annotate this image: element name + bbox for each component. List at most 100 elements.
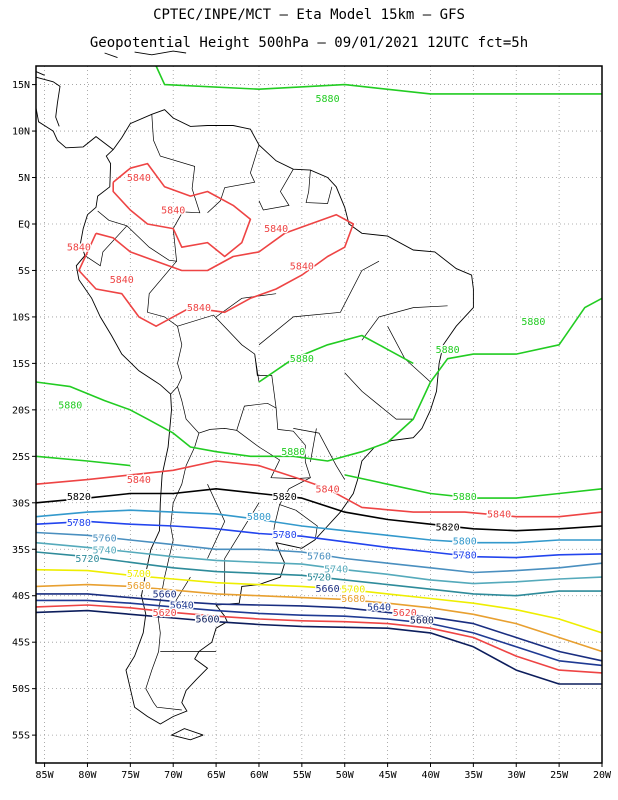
contour-label: 5740 bbox=[324, 564, 348, 575]
contour-label: 5760 bbox=[93, 534, 117, 545]
coastline bbox=[35, 76, 61, 127]
title-line-1: CPTEC/INPE/MCT – Eta Model 15km – GFS bbox=[153, 7, 465, 23]
contour-label: 5800 bbox=[453, 536, 477, 547]
lat-tick-label: 45S bbox=[12, 638, 30, 649]
contour-label: 5880 bbox=[58, 401, 82, 412]
lat-tick-label: 10N bbox=[12, 127, 30, 138]
contour-label: 5760 bbox=[307, 551, 331, 562]
contour-5680 bbox=[35, 583, 603, 653]
lat-tick-label: 35S bbox=[12, 545, 30, 556]
lat-tick-label: 15N bbox=[12, 80, 30, 91]
contour-label: 5840 bbox=[187, 303, 211, 314]
contour-label: 5780 bbox=[273, 530, 297, 541]
contour-label: 5680 bbox=[127, 581, 151, 592]
contour-label: 5740 bbox=[93, 546, 117, 557]
lon-tick-label: 55W bbox=[293, 770, 312, 781]
contour-label: 5840 bbox=[127, 173, 151, 184]
contour-label: 5840 bbox=[161, 206, 185, 217]
country-border bbox=[387, 326, 431, 383]
contour-5880 bbox=[344, 474, 603, 499]
country-border bbox=[293, 428, 345, 480]
coastline-and-borders bbox=[35, 50, 474, 741]
coastline bbox=[35, 107, 114, 150]
contour-label: 5800 bbox=[247, 512, 271, 523]
lat-tick-label: 20S bbox=[12, 405, 30, 416]
lon-tick-label: 85W bbox=[36, 770, 55, 781]
contour-label: 5640 bbox=[170, 601, 194, 612]
contour-5840 bbox=[78, 213, 355, 327]
lon-tick-label: 40W bbox=[421, 770, 440, 781]
contour-5780 bbox=[35, 520, 603, 559]
country-border bbox=[344, 372, 414, 420]
country-border bbox=[207, 484, 226, 559]
country-border bbox=[279, 477, 311, 505]
contour-label: 5680 bbox=[341, 594, 365, 605]
contour-label: 5820 bbox=[273, 492, 297, 503]
lat-tick-label: 5S bbox=[18, 266, 30, 277]
contour-label: 5780 bbox=[67, 518, 91, 529]
map-frame bbox=[35, 65, 603, 764]
lat-tick-label: 55S bbox=[12, 731, 30, 742]
contour-5660 bbox=[36, 593, 603, 662]
coastline bbox=[104, 52, 118, 59]
contour-label: 5840 bbox=[127, 475, 151, 486]
lat-tick-label: 50S bbox=[12, 684, 30, 695]
contour-5700 bbox=[35, 568, 603, 634]
contour-label: 5880 bbox=[453, 492, 477, 503]
contour-label: 5840 bbox=[67, 243, 91, 254]
contour-label: 5720 bbox=[75, 554, 99, 565]
lon-tick-label: 35W bbox=[464, 770, 483, 781]
country-border bbox=[215, 293, 277, 318]
lon-tick-label: 80W bbox=[78, 770, 97, 781]
lat-tick-label: 30S bbox=[12, 498, 30, 509]
country-border bbox=[84, 225, 128, 267]
lon-tick-label: 50W bbox=[336, 770, 355, 781]
contour-label: 5600 bbox=[195, 614, 219, 625]
country-border bbox=[236, 407, 311, 479]
lat-tick-label: 25S bbox=[12, 452, 30, 463]
contour-label: 5640 bbox=[367, 602, 391, 613]
contour-label: 5840 bbox=[487, 509, 511, 520]
lat-tick-label: EQ bbox=[18, 219, 30, 230]
contour-5820 bbox=[35, 488, 603, 532]
contour-label: 5820 bbox=[436, 522, 460, 533]
contour-5880 bbox=[258, 334, 414, 383]
country-border bbox=[145, 432, 200, 711]
lon-tick-label: 25W bbox=[550, 770, 569, 781]
contour-5600 bbox=[35, 609, 602, 685]
contour-5760 bbox=[35, 531, 603, 574]
country-border bbox=[254, 354, 260, 383]
axis-ticks: 15N 10N 5N EQ 5S 10S 15S 20S 25S 30S 35S 40S 45S 50S 5… bbox=[12, 80, 612, 781]
contour-label: 5880 bbox=[521, 317, 545, 328]
lat-tick-label: 10S bbox=[12, 312, 30, 323]
lon-tick-label: 70W bbox=[164, 770, 183, 781]
lat-tick-label: 15S bbox=[12, 359, 30, 370]
contour-label: 5880 bbox=[436, 345, 460, 356]
contour-label: 5780 bbox=[453, 550, 477, 561]
contour-5720 bbox=[35, 551, 602, 597]
lon-tick-label: 60W bbox=[250, 770, 269, 781]
contour-label: 5840 bbox=[110, 275, 134, 286]
contour-label: 5880 bbox=[281, 447, 305, 458]
lon-tick-label: 30W bbox=[507, 770, 526, 781]
map-gridlines bbox=[36, 66, 603, 763]
contour-5880 bbox=[35, 297, 603, 462]
country-border bbox=[305, 170, 333, 204]
lat-tick-label: 5N bbox=[18, 173, 30, 184]
contour-5800 bbox=[35, 509, 602, 544]
contour-5840 bbox=[112, 162, 252, 258]
contour-label: 5840 bbox=[316, 484, 340, 495]
contour-5640 bbox=[36, 599, 603, 667]
lon-tick-label: 65W bbox=[207, 770, 226, 781]
country-border bbox=[361, 305, 448, 341]
country-border bbox=[272, 504, 296, 540]
contour-labels: 5880 5880 5880 5880 5880 5880 5880 5840 5840 5840… bbox=[57, 93, 547, 628]
contour-label: 5840 bbox=[264, 224, 288, 235]
country-border bbox=[97, 114, 201, 262]
country-border bbox=[147, 260, 183, 395]
contour-label: 5660 bbox=[316, 584, 340, 595]
contour-label: 5720 bbox=[307, 573, 331, 584]
contour-label: 5620 bbox=[393, 608, 417, 619]
contour-label: 5620 bbox=[153, 608, 177, 619]
